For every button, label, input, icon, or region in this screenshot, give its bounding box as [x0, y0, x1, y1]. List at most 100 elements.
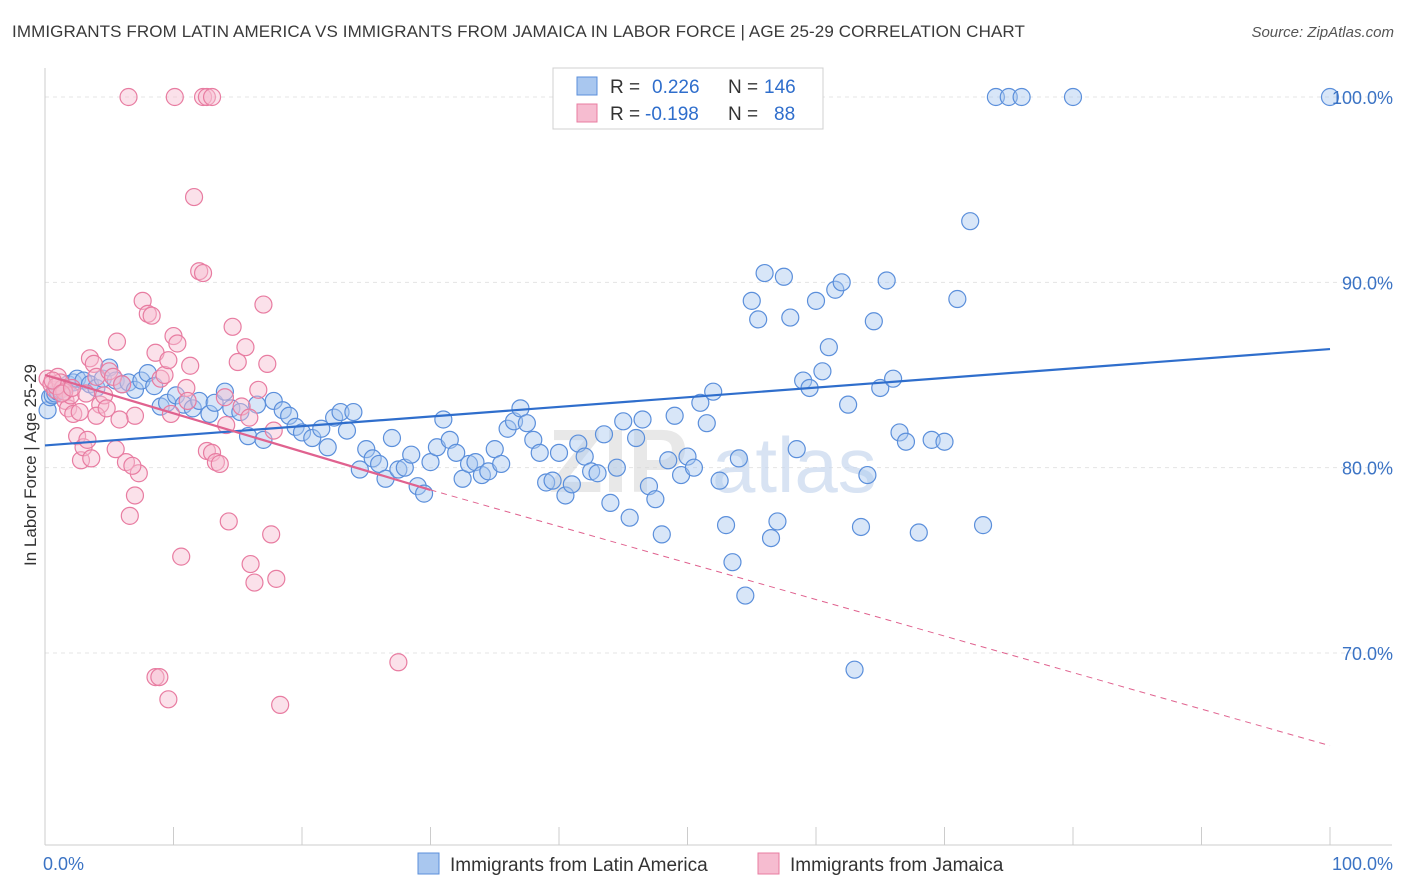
jamaica-point	[125, 486, 145, 505]
legend-n-label-jamaica: N =	[728, 104, 758, 125]
jamaica-point	[223, 317, 242, 336]
legend-r-value-jamaica: -0.198	[645, 104, 699, 125]
jamaica-point	[178, 391, 197, 411]
latin-america-point	[819, 338, 838, 357]
latin-america-point	[729, 449, 749, 468]
jamaica-point	[161, 404, 181, 424]
jamaica-point	[120, 506, 139, 525]
latin-america-point	[200, 404, 219, 424]
jamaica-point	[52, 384, 71, 403]
latin-america-point	[607, 458, 626, 477]
latin-america-point	[832, 273, 851, 292]
chart-source: Source: ZipAtlas.com	[1251, 24, 1394, 41]
y-tick-label-3: 70.0%	[1342, 644, 1393, 664]
latin-america-point	[530, 443, 549, 462]
latin-america-point	[318, 438, 337, 457]
series-jamaica	[38, 87, 408, 714]
latin-america-point	[813, 362, 832, 381]
jamaica-point	[107, 332, 127, 351]
latin-america-point	[588, 464, 607, 483]
jamaica-point	[262, 525, 281, 544]
latin-america-point	[684, 458, 704, 477]
latin-america-point	[742, 291, 761, 310]
latin-america-point	[517, 414, 536, 433]
trend-line-latin-america	[44, 347, 1331, 447]
latin-america-point	[1012, 87, 1031, 107]
latin-america-point	[716, 516, 736, 535]
latin-america-point	[280, 406, 299, 425]
bottom-legend-label-latin: Immigrants from Latin America	[450, 855, 708, 876]
latin-america-point	[826, 280, 845, 299]
jamaica-point	[240, 408, 259, 427]
legend-swatch-latin	[576, 76, 598, 96]
latin-america-point	[691, 393, 710, 412]
jamaica-point	[119, 87, 138, 107]
latin-america-point	[858, 465, 877, 485]
tick-labels: 100.0% 90.0% 80.0% 70.0% 0.0% 100.0%	[43, 88, 1393, 874]
jamaica-point	[264, 421, 283, 440]
series-latin-america	[38, 87, 1340, 679]
latin-america-point	[492, 454, 511, 474]
jamaica-point	[219, 512, 238, 531]
jamaica-point	[159, 690, 178, 709]
stats-legend: R = 0.226 N = 146 R = -0.198 N = 88	[552, 67, 824, 130]
latin-america-point	[961, 212, 980, 231]
latin-america-point	[601, 493, 620, 512]
latin-america-point	[704, 382, 723, 401]
jamaica-point	[245, 573, 264, 592]
legend-r-label-latin: R =	[610, 77, 640, 98]
jamaica-point	[82, 449, 101, 468]
latin-america-point	[562, 475, 581, 494]
latin-america-point	[999, 87, 1018, 107]
jamaica-point	[97, 399, 116, 418]
jamaica-point	[129, 464, 148, 483]
latin-america-point	[620, 508, 639, 527]
latin-america-point	[877, 271, 896, 290]
latin-america-point	[845, 660, 864, 679]
latin-america-point	[646, 490, 665, 509]
jamaica-point	[155, 365, 174, 385]
y-tick-label-1: 90.0%	[1342, 273, 1393, 293]
latin-america-point	[935, 432, 954, 451]
bottom-legend-label-jamaica: Immigrants from Jamaica	[790, 855, 1004, 876]
latin-america-point	[331, 402, 350, 422]
latin-america-point	[556, 486, 575, 505]
jamaica-point	[389, 653, 408, 672]
jamaica-point	[112, 375, 132, 394]
latin-america-point	[806, 291, 826, 310]
jamaica-point	[70, 402, 89, 422]
latin-america-point	[1320, 87, 1340, 107]
jamaica-point	[78, 430, 97, 449]
jamaica-point	[159, 351, 178, 370]
latin-america-point	[166, 386, 186, 405]
latin-america-point	[883, 369, 903, 388]
jamaica-point	[258, 354, 277, 373]
latin-america-point	[357, 440, 376, 459]
legend-n-value-latin: 146	[764, 77, 796, 98]
jamaica-point	[267, 569, 286, 588]
jamaica-point	[193, 263, 213, 283]
y-tick-label-2: 80.0%	[1342, 459, 1393, 479]
x-tick-label-0: 0.0%	[43, 854, 84, 874]
legend-swatch-jamaica	[576, 103, 598, 123]
legend-n-label-latin: N =	[728, 77, 758, 98]
latin-america-point	[986, 87, 1006, 107]
jamaica-point	[254, 295, 273, 314]
jamaica-point	[197, 87, 217, 107]
jamaica-point	[215, 388, 234, 407]
jamaica-point	[172, 547, 191, 566]
latin-america-point	[774, 267, 793, 286]
latin-america-point	[973, 516, 993, 535]
latin-america-point	[659, 451, 678, 470]
jamaica-point	[165, 87, 184, 107]
latin-america-point	[736, 586, 755, 605]
axes	[44, 68, 1392, 846]
latin-america-point	[389, 460, 408, 479]
jamaica-point	[125, 406, 145, 425]
latin-america-point	[382, 428, 402, 448]
latin-america-point	[344, 402, 363, 422]
jamaica-point	[168, 334, 187, 353]
legend-n-value-jamaica: 88	[774, 104, 795, 125]
latin-america-point	[434, 410, 453, 429]
jamaica-point	[271, 695, 290, 714]
